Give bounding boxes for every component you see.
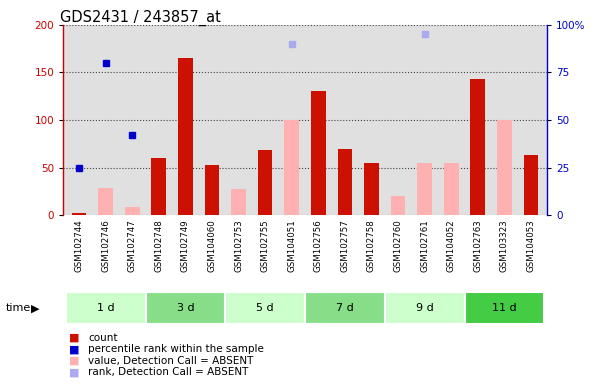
Bar <box>145 292 225 324</box>
Bar <box>66 292 145 324</box>
Text: GSM102748: GSM102748 <box>154 219 163 271</box>
Bar <box>99 189 113 215</box>
Bar <box>284 120 299 215</box>
Text: 3 d: 3 d <box>177 303 194 313</box>
Text: GSM104053: GSM104053 <box>526 219 535 271</box>
Text: GSM104051: GSM104051 <box>287 219 296 271</box>
Bar <box>338 149 352 215</box>
Bar <box>391 196 405 215</box>
Text: count: count <box>88 333 118 343</box>
Text: ■: ■ <box>69 333 79 343</box>
Text: GSM102763: GSM102763 <box>474 219 482 271</box>
Text: ■: ■ <box>69 367 79 377</box>
Text: 9 d: 9 d <box>416 303 433 313</box>
Text: GSM102756: GSM102756 <box>314 219 323 271</box>
Text: GSM102753: GSM102753 <box>234 219 243 271</box>
Bar <box>364 163 379 215</box>
Bar <box>225 292 305 324</box>
Bar <box>305 292 385 324</box>
Bar <box>523 155 538 215</box>
Bar <box>125 207 139 215</box>
Text: GSM103323: GSM103323 <box>500 219 509 271</box>
Bar <box>231 189 246 215</box>
Text: 11 d: 11 d <box>492 303 517 313</box>
Text: GSM104052: GSM104052 <box>447 219 456 271</box>
Text: GSM102758: GSM102758 <box>367 219 376 271</box>
Text: rank, Detection Call = ABSENT: rank, Detection Call = ABSENT <box>88 367 249 377</box>
Text: GSM102746: GSM102746 <box>101 219 110 271</box>
Bar <box>258 151 272 215</box>
Bar <box>151 158 166 215</box>
Text: ■: ■ <box>69 356 79 366</box>
Text: GSM102744: GSM102744 <box>75 219 84 271</box>
Text: GSM102757: GSM102757 <box>340 219 349 271</box>
Bar <box>311 91 326 215</box>
Text: percentile rank within the sample: percentile rank within the sample <box>88 344 264 354</box>
Text: value, Detection Call = ABSENT: value, Detection Call = ABSENT <box>88 356 254 366</box>
Bar <box>385 292 465 324</box>
Text: GSM102747: GSM102747 <box>128 219 136 271</box>
Text: time: time <box>6 303 31 313</box>
Text: 5 d: 5 d <box>256 303 274 313</box>
Text: GDS2431 / 243857_at: GDS2431 / 243857_at <box>60 10 221 26</box>
Bar <box>497 120 511 215</box>
Bar <box>72 213 87 215</box>
Text: GSM102749: GSM102749 <box>181 219 190 271</box>
Text: GSM102755: GSM102755 <box>261 219 270 271</box>
Bar <box>444 163 459 215</box>
Bar <box>417 163 432 215</box>
Bar <box>465 292 545 324</box>
Text: 7 d: 7 d <box>336 303 354 313</box>
Text: GSM104060: GSM104060 <box>207 219 216 271</box>
Text: GSM102761: GSM102761 <box>420 219 429 271</box>
Bar <box>178 58 193 215</box>
Text: GSM102760: GSM102760 <box>394 219 403 271</box>
Text: 1 d: 1 d <box>97 303 114 313</box>
Bar <box>205 165 219 215</box>
Text: ▶: ▶ <box>31 303 39 313</box>
Text: ■: ■ <box>69 344 79 354</box>
Bar <box>471 79 485 215</box>
